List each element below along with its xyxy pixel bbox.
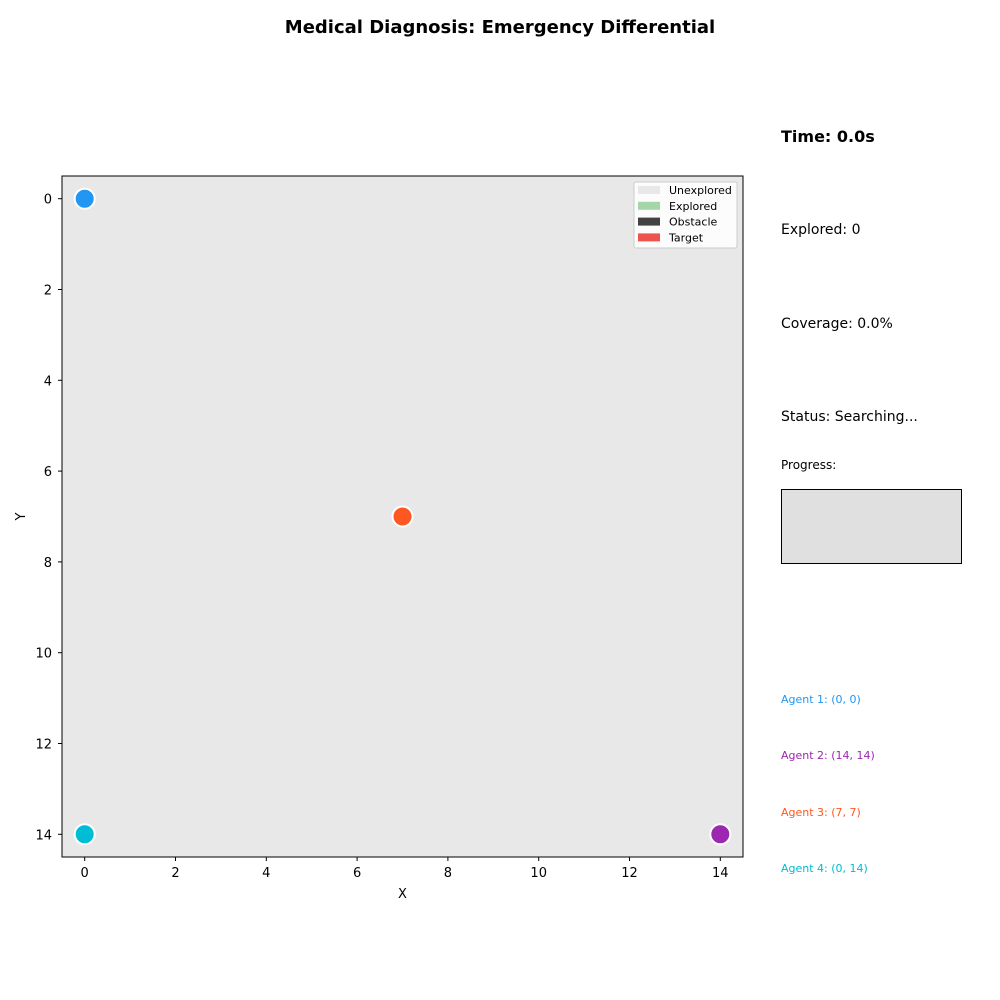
agent-2-marker [709,823,732,846]
coverage-readout: Coverage: 0.0% [781,316,893,332]
legend-label-obstacle: Obstacle [669,216,718,229]
x-axis-label: X [398,887,407,902]
y-tick-label: 8 [44,556,52,571]
time-readout: Time: 0.0s [781,127,875,146]
y-tick-label: 0 [44,193,52,208]
agent-3-label: Agent 3: (7, 7) [781,806,861,819]
y-tick-label: 10 [35,647,52,662]
x-tick-label: 2 [171,866,179,881]
progress-bar [781,489,962,564]
explored-count: Explored: 0 [781,222,861,238]
progress-label: Progress: [781,458,837,472]
chart-title: Medical Diagnosis: Emergency Differentia… [284,17,716,38]
y-tick-label: 4 [44,374,52,389]
agent-3-marker [391,505,414,528]
legend-label-unexplored: Unexplored [669,184,732,197]
legend-swatch-target [638,233,660,242]
agent-1-label: Agent 1: (0, 0) [781,693,861,706]
status-text: Status: Searching... [781,409,918,425]
legend-swatch-obstacle [638,217,660,226]
legend-swatch-explored [638,201,660,210]
x-tick-label: 4 [262,866,270,881]
y-axis-label: Y [14,512,29,521]
legend-label-target: Target [668,231,704,244]
x-tick-label: 14 [712,866,729,881]
agent-1-marker [73,187,96,210]
y-tick-label: 2 [44,284,52,299]
y-tick-label: 6 [44,465,52,480]
legend-swatch-unexplored [638,186,660,194]
legend-label-explored: Explored [669,200,717,213]
y-tick-label: 14 [35,828,52,843]
x-tick-label: 10 [530,866,547,881]
agent-2-label: Agent 2: (14, 14) [781,749,875,762]
agent-4-marker [73,823,96,846]
x-tick-label: 8 [444,866,452,881]
x-tick-label: 6 [353,866,361,881]
legend-box [633,181,738,249]
y-tick-label: 12 [35,738,52,753]
x-tick-label: 0 [81,866,89,881]
x-tick-label: 12 [621,866,638,881]
agent-4-label: Agent 4: (0, 14) [781,862,868,875]
